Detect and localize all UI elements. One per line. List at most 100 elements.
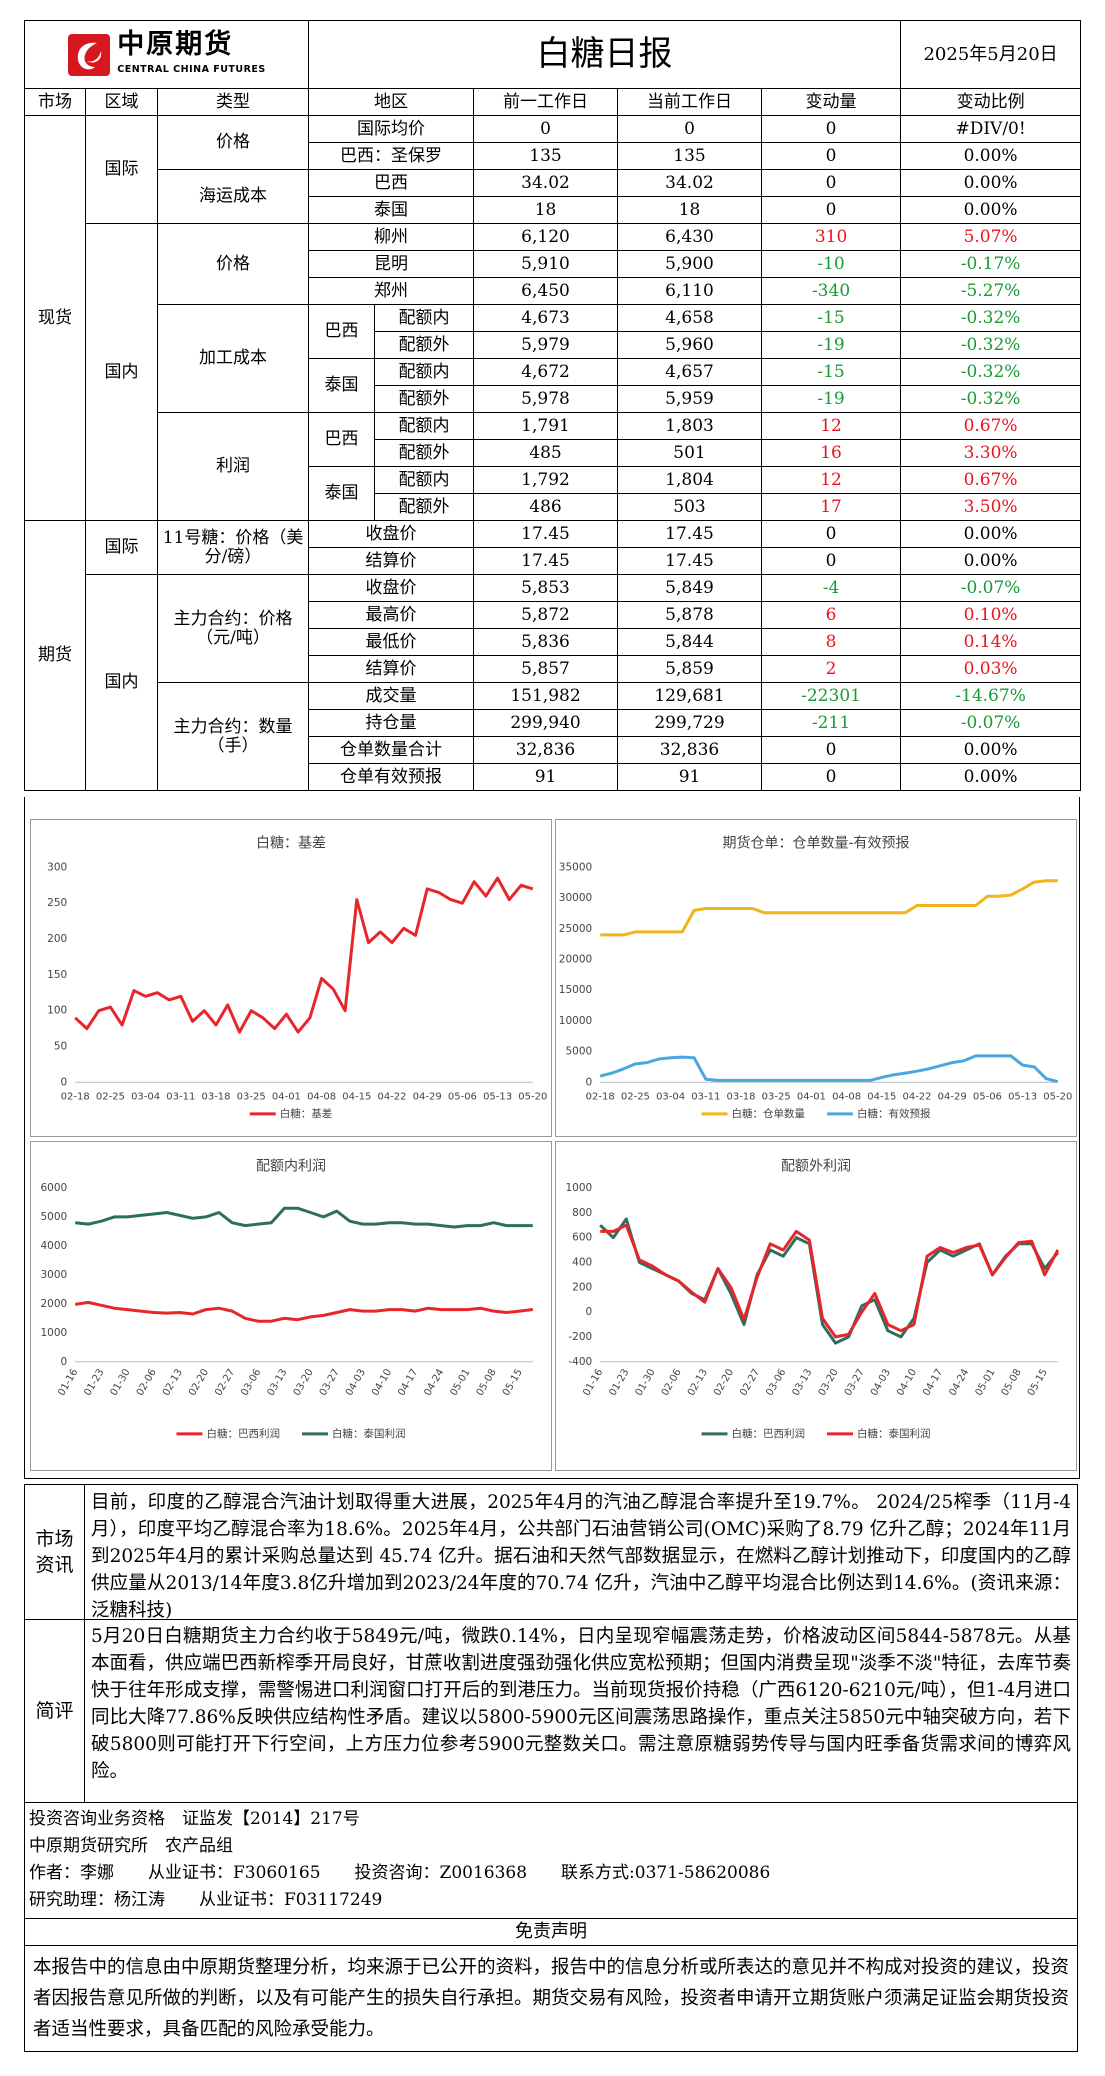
column-header: 市场 xyxy=(24,88,86,116)
x-tick-label: 05-13 xyxy=(1008,1091,1037,1102)
change-pct: -5.27% xyxy=(900,277,1082,305)
origin-cell: 泰国 xyxy=(308,358,376,413)
origin-cell: 泰国 xyxy=(308,466,376,521)
x-tick-label: 04-10 xyxy=(895,1367,919,1398)
y-tick-label: 5000 xyxy=(40,1211,67,1223)
chart-title: 配额内利润 xyxy=(256,1159,326,1175)
chart: 期货仓单：仓单数量-有效预报 0 5000 10000 15000 20000 25000 3… xyxy=(555,819,1077,1137)
y-tick-label: 0 xyxy=(61,1076,68,1088)
table-row: 利润 巴西 配额内 1,791 1,803 12 0.67% xyxy=(25,412,1082,521)
curr-value: 6,110 xyxy=(617,277,763,305)
table-row: 仓单有效预报 91 91 0 0.00% xyxy=(25,763,1082,791)
x-tick-label: 03-11 xyxy=(691,1091,720,1102)
type-cell: 利润 xyxy=(156,412,310,521)
type-cell: 价格 xyxy=(156,115,310,170)
x-tick-label: 02-13 xyxy=(161,1367,185,1398)
prev-value: 4,672 xyxy=(473,358,619,386)
y-tick-label: 100 xyxy=(47,1005,67,1017)
type-cell: 11号糖：价格（美分/磅） xyxy=(156,520,310,575)
x-tick-label: 04-08 xyxy=(832,1091,861,1102)
report-title: 白糖日报 xyxy=(308,20,902,89)
curr-value: 5,849 xyxy=(617,574,763,602)
change: 0 xyxy=(761,763,902,791)
x-tick-label: 03-18 xyxy=(726,1091,755,1102)
x-tick-label: 05-06 xyxy=(448,1091,477,1102)
prev-value: 17.45 xyxy=(473,520,619,548)
curr-value: 17.45 xyxy=(617,547,763,575)
change: 0 xyxy=(761,520,902,548)
column-header: 当前工作日 xyxy=(617,88,763,116)
legend: 白糖：巴西利润 白糖：泰国利润 xyxy=(176,1427,406,1440)
prev-value: 6,450 xyxy=(473,277,619,305)
x-tick-label: 01-23 xyxy=(82,1367,106,1398)
curr-value: 5,959 xyxy=(617,385,763,413)
change-pct: 0.00% xyxy=(900,196,1082,224)
y-tick-label: 4000 xyxy=(40,1240,67,1252)
x-tick-label: 02-20 xyxy=(712,1367,736,1398)
change: 17 xyxy=(761,493,902,521)
x-tick-label: 03-13 xyxy=(791,1367,815,1398)
region-cell-name: 收盘价 xyxy=(308,520,475,548)
legend-label: 白糖：基差 xyxy=(280,1107,333,1120)
region-cell-name: 最高价 xyxy=(308,601,475,629)
region-cell-name: 配额外 xyxy=(374,439,475,467)
x-tick-label: 04-29 xyxy=(413,1091,442,1102)
x-tick-label: 03-18 xyxy=(201,1091,230,1102)
region-cell-name: 配额内 xyxy=(374,412,475,440)
change: -22301 xyxy=(761,682,902,710)
column-header: 前一工作日 xyxy=(473,88,619,116)
x-tick-label: 04-22 xyxy=(902,1091,931,1102)
legend: 白糖：仓单数量 白糖：有效预报 xyxy=(701,1107,931,1120)
y-tick-label: 10000 xyxy=(559,1015,592,1027)
table-row: 海运成本 巴西 34.02 34.02 0 0.00% xyxy=(25,169,1082,224)
legend-label: 白糖：有效预报 xyxy=(857,1107,931,1120)
region-cell: 国际 xyxy=(85,520,158,575)
table-row: 配额外 485 501 16 3.30% xyxy=(25,439,1082,467)
chart-title: 期货仓单：仓单数量-有效预报 xyxy=(722,835,909,852)
y-tick-label: 400 xyxy=(572,1256,592,1268)
x-tick-label: 03-25 xyxy=(237,1091,266,1102)
footer-line: 作者：李娜 从业证书：F3060165 投资咨询：Z0016368 联系方式:0… xyxy=(29,1863,771,1883)
change: -211 xyxy=(761,709,902,737)
change-pct: -14.67% xyxy=(900,682,1082,710)
origin-cell: 巴西 xyxy=(308,412,376,467)
prev-value: 299,940 xyxy=(473,709,619,737)
curr-value: 5,844 xyxy=(617,628,763,656)
curr-value: 91 xyxy=(617,763,763,791)
x-tick-label: 03-25 xyxy=(762,1091,791,1102)
region-cell-name: 配额内 xyxy=(374,466,475,494)
data-line xyxy=(600,1223,1060,1339)
prev-value: 1,792 xyxy=(473,466,619,494)
chart-area: 白糖：基差 0 50 100 150 200 250 300 02-18 02-25 03-04 03… xyxy=(24,797,1080,1479)
prev-value: 32,836 xyxy=(473,736,619,764)
change: 6 xyxy=(761,601,902,629)
change: 0 xyxy=(761,115,902,143)
x-tick-label: 05-20 xyxy=(1043,1091,1072,1102)
change: 310 xyxy=(761,223,902,251)
change-pct: -0.17% xyxy=(900,250,1082,278)
change-pct: 3.30% xyxy=(900,439,1082,467)
table-row: 期货 国际 11号糖：价格（美分/磅） 收盘价 17.45 17.45 0 0.00% xyxy=(24,520,1082,791)
region-cell-name: 国际均价 xyxy=(308,115,475,143)
disclaimer-text: 本报告中的信息由中原期货整理分析，均来源于已公开的资料，报告中的信息分析或所表达… xyxy=(24,1946,1078,2052)
chart-title: 配额外利润 xyxy=(781,1159,851,1175)
region-cell-name: 郑州 xyxy=(308,277,475,305)
table-row: 巴西：圣保罗 135 135 0 0.00% xyxy=(25,142,1082,170)
table-row: 最低价 5,836 5,844 8 0.14% xyxy=(25,628,1082,656)
table-row: 国内 价格 柳州 6,120 6,430 310 5.07% xyxy=(25,223,1082,521)
change-pct: -0.32% xyxy=(900,304,1082,332)
change-pct: 5.07% xyxy=(900,223,1082,251)
x-tick-label: 04-29 xyxy=(938,1091,967,1102)
type-cell: 主力合约：数量（手） xyxy=(156,682,310,791)
x-tick-label: 04-15 xyxy=(867,1091,896,1102)
x-tick-label: 03-20 xyxy=(292,1367,316,1398)
change: -19 xyxy=(761,385,902,413)
table-row: 泰国 配额内 4,672 4,657 -15 -0.32% xyxy=(25,358,1082,413)
table-row: 郑州 6,450 6,110 -340 -5.27% xyxy=(25,277,1082,305)
x-tick-label: 03-06 xyxy=(764,1367,788,1398)
logo-icon xyxy=(68,33,111,76)
table-row: 泰国 配额内 1,792 1,804 12 0.67% xyxy=(25,466,1082,521)
y-tick-label: -400 xyxy=(568,1356,592,1368)
y-tick-label: 15000 xyxy=(559,984,592,996)
x-tick-label: 02-20 xyxy=(187,1367,211,1398)
